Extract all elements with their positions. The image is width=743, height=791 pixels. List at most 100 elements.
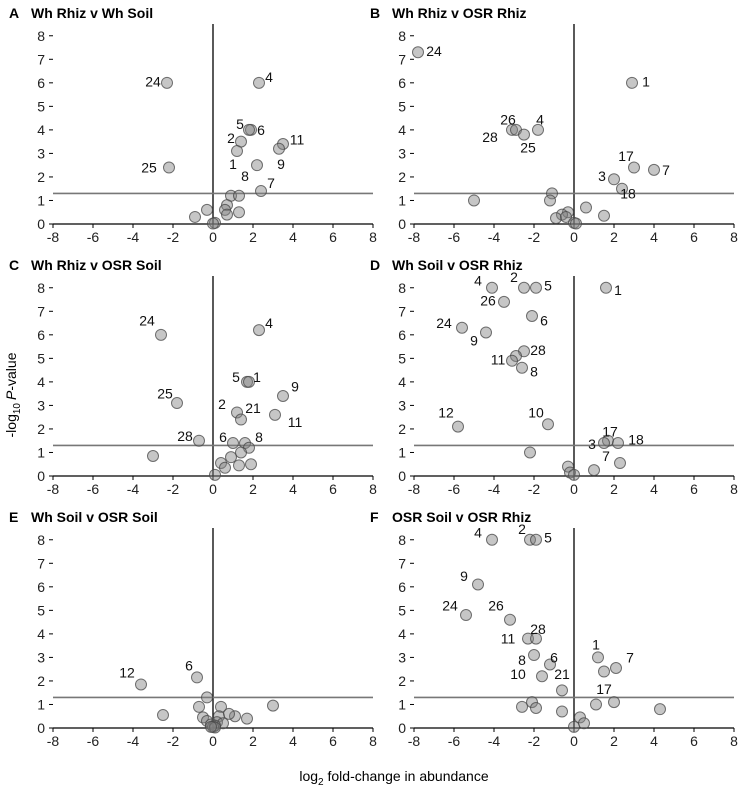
x-tick-label: -6 [448,733,461,749]
point-label: 24 [145,74,161,90]
data-point [598,665,610,678]
data-point [135,678,147,691]
data-point [530,702,542,714]
x-tick-label: 0 [570,733,578,749]
point-label: 4 [265,315,273,331]
data-point [518,281,530,294]
data-point [157,709,169,722]
data-point [556,705,568,718]
y-tick-label: 4 [37,374,45,390]
y-tick-label: 2 [37,673,45,689]
data-point [231,406,243,419]
x-tick-label: 2 [610,733,618,749]
point-label: 24 [139,313,155,329]
point-label: 24 [426,43,442,59]
x-tick-label: 6 [690,733,698,749]
y-tick-label: 0 [37,216,45,232]
x-tick-label: -4 [488,481,501,497]
data-point [215,700,227,713]
panels: A Wh Rhiz v Wh Soil-8 -6 -4 -2 0 2 4 6 8012345678… [9,5,738,749]
y-tick-label: 2 [398,673,406,689]
panel-title: OSR Soil v OSR Rhiz [392,509,531,525]
point-label: 11 [288,414,303,430]
data-point [598,437,610,450]
data-point [209,721,221,734]
data-point [189,210,201,223]
data-point [530,281,542,294]
point-label: 6 [550,649,558,665]
data-point [524,446,536,459]
data-point [610,662,622,674]
data-point [570,217,582,230]
data-point [590,698,602,711]
data-point [648,163,660,176]
y-tick-label: 7 [37,555,45,571]
point-label: 7 [602,448,610,464]
point-label: 11 [491,352,506,368]
x-axis-title-sub: 2 [318,777,324,788]
data-point [498,295,510,308]
data-point [209,468,221,481]
y-tick-label: 2 [398,421,406,437]
point-label: 11 [290,131,305,147]
data-point [253,76,265,89]
data-point [616,182,628,195]
y-tick-label: 4 [398,626,406,642]
y-tick-label: 6 [37,579,45,595]
data-point [253,324,265,337]
point-label: 7 [662,162,670,178]
data-point [255,185,267,198]
point-label: 1 [253,369,261,385]
x-tick-label: -6 [87,481,100,497]
y-tick-label: 0 [398,720,406,736]
panel-title: Wh Rhiz v OSR Rhiz [392,5,527,21]
data-point [233,206,245,219]
data-point [468,194,480,207]
point-label: 9 [460,568,468,584]
data-point [518,128,530,141]
data-point [526,696,538,709]
data-point [193,700,205,713]
y-tick-label: 4 [398,122,406,138]
point-label: 8 [518,652,526,668]
x-tick-label: -4 [488,733,501,749]
y-tick-label: 7 [37,303,45,319]
x-tick-label: 8 [730,733,738,749]
y-tick-label: 8 [398,28,406,44]
point-label: 5 [544,277,552,293]
x-tick-label: -2 [528,229,541,245]
data-point [229,710,241,723]
data-point [267,699,279,712]
y-tick-label: 6 [37,75,45,91]
data-point [614,457,626,470]
data-point [542,418,554,431]
x-tick-label: 8 [369,229,377,245]
panel-letter: A [9,5,19,21]
data-point [530,533,542,546]
point-label: 1 [592,636,600,652]
point-label: 21 [245,400,261,416]
x-tick-label: -8 [408,229,421,245]
point-label: 4 [474,273,482,289]
data-point [412,46,424,59]
y-tick-label: 5 [37,98,45,114]
y-tick-label: 8 [37,532,45,548]
data-point [235,413,247,426]
x-tick-label: 4 [650,229,658,245]
data-point [528,649,540,662]
x-tick-label: -2 [528,481,541,497]
data-point [273,142,285,155]
x-tick-label: -8 [47,733,60,749]
data-point [506,354,518,367]
x-tick-label: -6 [448,229,461,245]
data-point [277,138,289,150]
point-label: 6 [540,313,548,329]
point-label: 7 [626,649,634,665]
x-tick-label: 2 [249,229,257,245]
data-point [452,420,464,433]
data-point [588,464,600,477]
y-tick-label: 5 [398,602,406,618]
point-label: 8 [241,168,249,184]
y-tick-label: 2 [37,421,45,437]
panel-title: Wh Soil v OSR Rhiz [392,257,523,273]
